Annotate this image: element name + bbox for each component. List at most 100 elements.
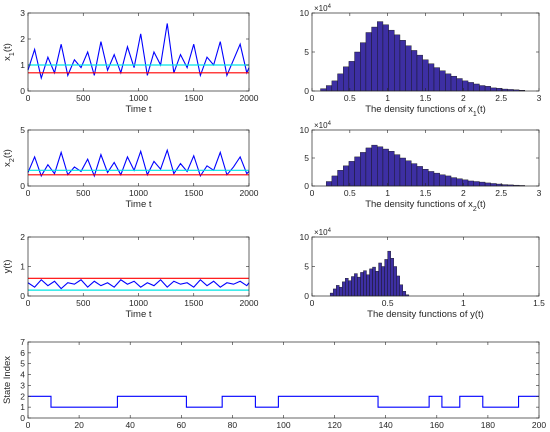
y-tick-label: 6 [20,348,25,358]
x-tick-label: 3 [537,188,542,198]
histogram-bar [394,34,401,92]
x-tick-label: 40 [125,420,135,430]
y-tick-label: 2 [20,391,25,401]
histogram-bar [490,87,497,92]
histogram-bar [320,88,327,92]
panel-ts_y: 0 500 1000 1500 2000 0 1 2 Time t y(t) [2,232,259,320]
histogram-bar [378,262,382,297]
histogram-bar [428,171,435,187]
x-tick-label: 0 [26,188,31,198]
histogram-bar [388,29,395,92]
x-axis-label-part: 1 [473,111,477,118]
histogram-bar [428,63,435,92]
y-axis-label-part: x [2,56,13,61]
x-tick-label: 0.5 [344,93,356,103]
histogram-bar [394,154,401,187]
y-tick-label: 0 [20,86,25,96]
histogram-bar [456,78,463,92]
histogram-bar [382,24,389,92]
x-tick-label: 500 [76,298,90,308]
exponent-part: ×10 [314,121,328,130]
histogram-bar [399,157,406,187]
x-tick-label: 1 [385,188,390,198]
histogram-bar [325,85,333,92]
histogram-bar [484,86,491,92]
y-tick-label: 3 [20,380,25,390]
exponent-part: 4 [328,121,332,127]
y-axis-label-part: 1 [9,52,16,56]
y-exponent-label: ×104 [314,4,332,13]
y-tick-label: 0 [20,291,25,301]
exponent-part: 4 [328,4,332,10]
y-tick-label: 7 [20,337,25,347]
histogram-bar [388,151,395,187]
x-axis-label: Time t [125,104,151,115]
histogram-bar [411,163,418,187]
histogram-bar [354,156,361,187]
histogram-bar [399,284,404,297]
y-tick-label: 4 [20,370,25,380]
histogram-bar [439,70,446,92]
histogram-bar [405,45,412,92]
histogram-bar [332,288,337,297]
y-tick-label: 10 [300,8,310,18]
histogram-bar [479,85,486,92]
x-tick-label: 1 [385,93,390,103]
x-tick-label: 1000 [129,298,148,308]
y-tick-label: 10 [300,232,310,242]
histogram-bar [467,180,474,187]
histogram-bar [371,144,378,187]
x-tick-label: 0.5 [382,298,394,308]
histogram-bar [329,292,334,297]
histogram-bar [445,73,452,92]
y-axis-label-part: 2 [9,158,16,162]
x-tick-label: 1000 [129,188,148,198]
histogram-bar [433,67,440,92]
panel-hist_y: 0 0.5 1 1.5 0 5 10 ×104 The density functions of… [300,228,546,320]
x-tick-label: 500 [76,93,90,103]
y-tick-label: 2 [20,232,25,242]
y-tick-label: 10 [300,125,310,135]
exponent-part: ×10 [314,228,328,237]
panel-ts_x2: 0 500 1000 1500 2000 0 5 Time t x2(t) [2,125,259,210]
y-tick-label: 5 [304,153,309,163]
x-tick-label: 1.5 [533,298,545,308]
x-tick-label: 160 [430,420,444,430]
y-tick-label: 0 [304,181,309,191]
histogram-bar [456,178,463,187]
histogram-bar [337,170,344,187]
x-tick-label: 2000 [240,298,259,308]
plot-area [28,342,539,418]
histogram-bar [354,51,361,92]
histogram-bar [381,266,385,297]
histogram-bar [387,250,391,297]
y-axis-label: x2(t) [2,149,16,167]
x-tick-label: 1.5 [420,188,432,198]
histogram-bar [382,148,389,187]
histogram-bar [360,272,364,297]
histogram-bar [369,268,373,297]
x-tick-label: 180 [481,420,495,430]
x-axis-label: The density functions of x1(t) [365,104,486,118]
exponent-part: ×10 [314,4,328,13]
exponent-part: 4 [328,228,332,234]
y-tick-label: 5 [20,125,25,135]
x-tick-label: 0.5 [344,188,356,198]
histogram-bar [366,274,370,297]
y-exponent-label: ×104 [314,228,332,237]
y-axis-label: State Index [2,356,13,404]
x-tick-label: 20 [74,420,84,430]
x-tick-label: 500 [76,188,90,198]
x-tick-label: 1.5 [420,93,432,103]
y-exponent-label: ×104 [314,121,332,130]
y-tick-label: 0 [20,413,25,423]
histogram-bar [416,166,423,187]
plot-area [28,237,249,296]
histogram-bar [357,276,361,297]
histogram-bar [405,160,412,187]
series-line-0 [28,395,539,408]
histogram-bar [363,270,367,297]
x-tick-label: 0 [26,93,31,103]
y-tick-label: 0 [20,181,25,191]
